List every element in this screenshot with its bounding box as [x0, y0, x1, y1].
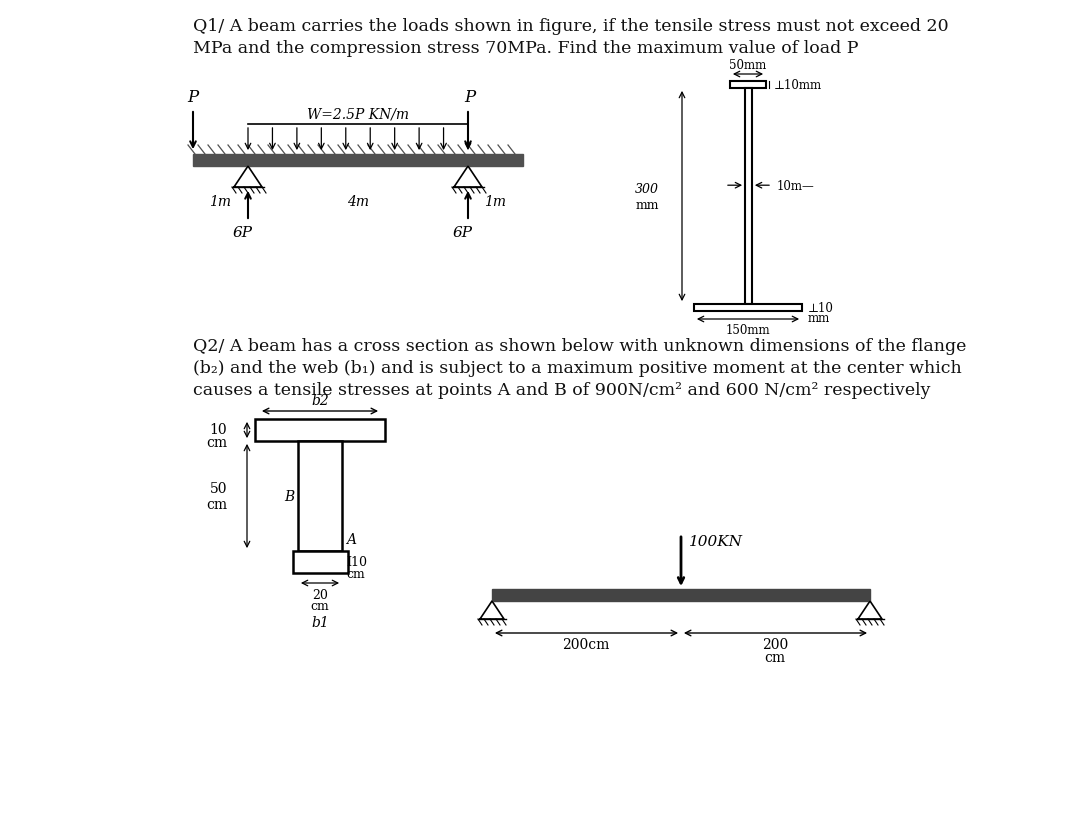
Text: cm: cm — [346, 567, 365, 580]
Bar — [293, 551, 348, 573]
Polygon shape — [858, 601, 882, 619]
Polygon shape — [480, 601, 504, 619]
Text: 200cm: 200cm — [563, 637, 610, 651]
Text: 1m: 1m — [210, 195, 231, 209]
Text: ⊥10mm: ⊥10mm — [774, 79, 822, 92]
Text: P: P — [188, 89, 199, 106]
Bar — [745, 89, 752, 304]
Text: Q2/ A beam has a cross section as shown below with unknown dimensions of the fla: Q2/ A beam has a cross section as shown … — [193, 338, 967, 354]
Text: mm: mm — [635, 198, 659, 212]
Text: cm: cm — [311, 599, 329, 612]
Text: P: P — [464, 89, 475, 106]
Bar — [255, 420, 384, 441]
Text: 100KN: 100KN — [689, 534, 743, 548]
Bar — [298, 441, 342, 551]
Text: 6P: 6P — [453, 226, 473, 240]
Text: 20: 20 — [312, 589, 328, 601]
Bar — [694, 304, 802, 312]
Bar — [193, 155, 523, 167]
Text: cm: cm — [765, 650, 785, 665]
Bar — [492, 589, 870, 601]
Text: A: A — [346, 533, 356, 547]
Text: b2: b2 — [311, 394, 329, 407]
Polygon shape — [234, 167, 262, 188]
Text: MPa and the compression stress 70MPa. Find the maximum value of load P: MPa and the compression stress 70MPa. Fi… — [193, 40, 859, 57]
Text: 10: 10 — [210, 422, 227, 436]
Text: 10m—: 10m— — [777, 180, 814, 192]
Text: Q1/ A beam carries the loads shown in figure, if the tensile stress must not exc: Q1/ A beam carries the loads shown in fi… — [193, 18, 948, 35]
Text: I10: I10 — [346, 556, 367, 568]
Text: mm: mm — [808, 312, 831, 324]
Text: cm: cm — [206, 436, 227, 450]
Text: (b₂) and the web (b₁) and is subject to a maximum positive moment at the center : (b₂) and the web (b₁) and is subject to … — [193, 359, 962, 376]
Polygon shape — [454, 167, 482, 188]
Text: 50: 50 — [210, 482, 227, 496]
Text: cm: cm — [206, 497, 227, 512]
Text: 300: 300 — [635, 182, 659, 196]
Text: W=2.5P KN/m: W=2.5P KN/m — [307, 107, 409, 121]
Text: 150mm: 150mm — [726, 324, 770, 337]
Text: b1: b1 — [311, 615, 329, 630]
Text: 50mm: 50mm — [729, 59, 767, 72]
Text: B: B — [284, 489, 294, 503]
Text: ⊥10: ⊥10 — [808, 302, 834, 314]
Text: 6P: 6P — [233, 226, 253, 240]
Text: 1m: 1m — [485, 195, 507, 209]
Text: 200: 200 — [761, 637, 788, 651]
Text: 4m: 4m — [347, 195, 369, 209]
Text: causes a tensile stresses at points A and B of 900N/cm² and 600 N/cm² respective: causes a tensile stresses at points A an… — [193, 381, 931, 399]
Bar — [730, 82, 766, 89]
